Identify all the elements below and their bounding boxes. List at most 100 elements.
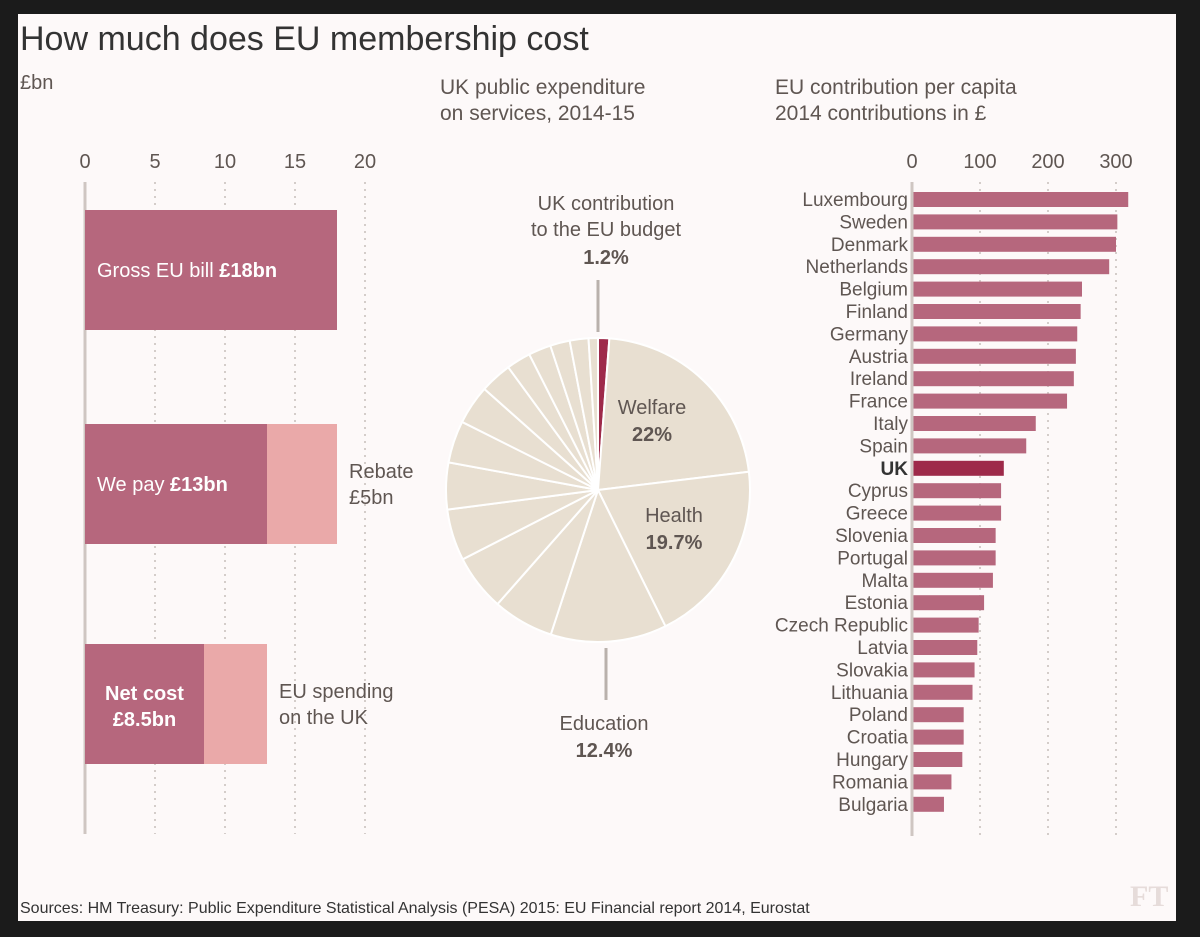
x-tick-label: 20 [354,151,376,173]
bar-annotation: £5bn [349,487,394,509]
category-label: Czech Republic [775,616,908,637]
bar-segment [85,644,204,764]
category-label: Finland [846,302,908,323]
x-tick-label: 5 [149,151,160,173]
capita-bar [912,505,1002,521]
pie-title-line: on services, 2014-15 [440,102,635,125]
category-label: Ireland [850,369,908,390]
bill-bar-chart: 0 5 10 15 20 Gross EU bill £18bn We pay £13bn R… [79,151,414,834]
capita-bar [912,707,964,723]
bar-label: We pay £13bn [97,474,228,496]
capita-bar [912,528,996,543]
x-tick-label: 200 [1031,151,1064,173]
capita-bar [912,729,964,745]
bar-label-plain: We pay [97,474,170,496]
pie-value: 12.4% [576,740,633,762]
category-label: Greece [846,504,908,525]
x-tick-label: 15 [284,151,306,173]
category-label: Malta [862,571,909,592]
bar-label: Net cost [105,683,184,705]
capita-bar [912,214,1118,230]
category-label: UK [881,459,909,480]
bar-segment [204,644,267,764]
capita-bar [912,617,979,633]
category-label: Cyprus [848,481,908,502]
pie-label: Health [645,505,703,527]
capita-bar [912,371,1074,387]
pie-label: Education [560,713,649,735]
capita-bar [912,348,1076,364]
bar-label: Gross EU bill £18bn [97,260,277,282]
pie-slice [549,487,667,643]
capita-bar [912,192,1129,207]
pie-slice [596,470,751,628]
capita-bar [912,416,1036,431]
category-label: France [849,392,908,413]
category-label: Slovakia [836,660,908,681]
bar-segment [85,424,267,544]
category-label: Croatia [847,728,909,749]
category-label: Bulgaria [838,795,908,816]
capita-title: EU contribution per capita 2014 contribu… [775,75,1017,127]
category-label: Portugal [837,548,908,569]
capita-bar [912,572,993,588]
pie-value: 1.2% [583,247,629,269]
pie-value: 19.7% [646,532,703,554]
pie-label: UK contribution [538,193,675,215]
ft-logo: FT [1130,880,1169,913]
category-label: Poland [849,705,908,726]
bar-annotation: on the UK [279,707,369,729]
per-capita-bar-chart: 0 100 200 300 LuxembourgSwedenDenmarkNetherl… [775,151,1133,836]
bar-label-plain: Gross EU bill [97,260,219,282]
pie-label: to the EU budget [531,219,682,241]
bar-label-value: £18bn [219,260,277,282]
capita-bar [912,595,985,611]
pie-title: UK public expenditure on services, 2014-… [440,75,645,127]
capita-bar [912,236,1116,252]
expenditure-pie-chart: UK contribution to the EU budget 1.2% Welfa… [445,193,751,762]
capita-bar [912,752,963,767]
bar-annotation: Rebate [349,461,414,483]
x-tick-label: 10 [214,151,236,173]
capita-title-line: EU contribution per capita [775,76,1017,99]
capita-bar [912,438,1027,454]
x-tick-label: 0 [79,151,90,173]
capita-bar [912,304,1081,319]
page-title: How much does EU membership cost [20,20,589,58]
bar-label-value: £13bn [170,474,228,496]
category-label: Slovenia [835,526,908,547]
capita-bar [912,281,1082,297]
category-label: Belgium [839,280,908,301]
category-label: Spain [859,436,908,457]
unit-label: £bn [20,72,54,94]
capita-bar [912,774,952,790]
capita-bar [912,550,996,566]
category-label: Sweden [839,212,908,233]
category-label: Luxembourg [802,190,908,211]
x-tick-label: 300 [1099,151,1132,173]
category-label: Romania [832,772,908,793]
x-tick-label: 100 [963,151,996,173]
pie-slice [596,337,751,492]
category-label: Austria [849,347,909,368]
bar-annotation: EU spending [279,681,394,703]
category-label: Germany [830,324,909,345]
category-label: Latvia [857,638,908,659]
capita-bar [912,796,944,812]
pie-slice [587,336,599,491]
category-label: Denmark [831,235,909,256]
capita-title-line: 2014 contributions in £ [775,102,987,125]
infographic: How much does EU membership cost £bn UK … [18,14,1176,921]
capita-bar [912,460,1004,476]
pie-label: Welfare [618,397,687,419]
category-label: Italy [873,414,908,435]
category-label: Netherlands [806,257,908,278]
category-label: Lithuania [831,683,909,704]
pie-title-line: UK public expenditure [440,76,646,99]
category-label: Estonia [845,593,909,614]
pie-value: 22% [632,424,672,446]
source-note: Sources: HM Treasury: Public Expenditure… [20,900,810,917]
capita-bar [912,326,1078,342]
capita-bar [912,259,1110,275]
capita-bar [912,662,975,678]
